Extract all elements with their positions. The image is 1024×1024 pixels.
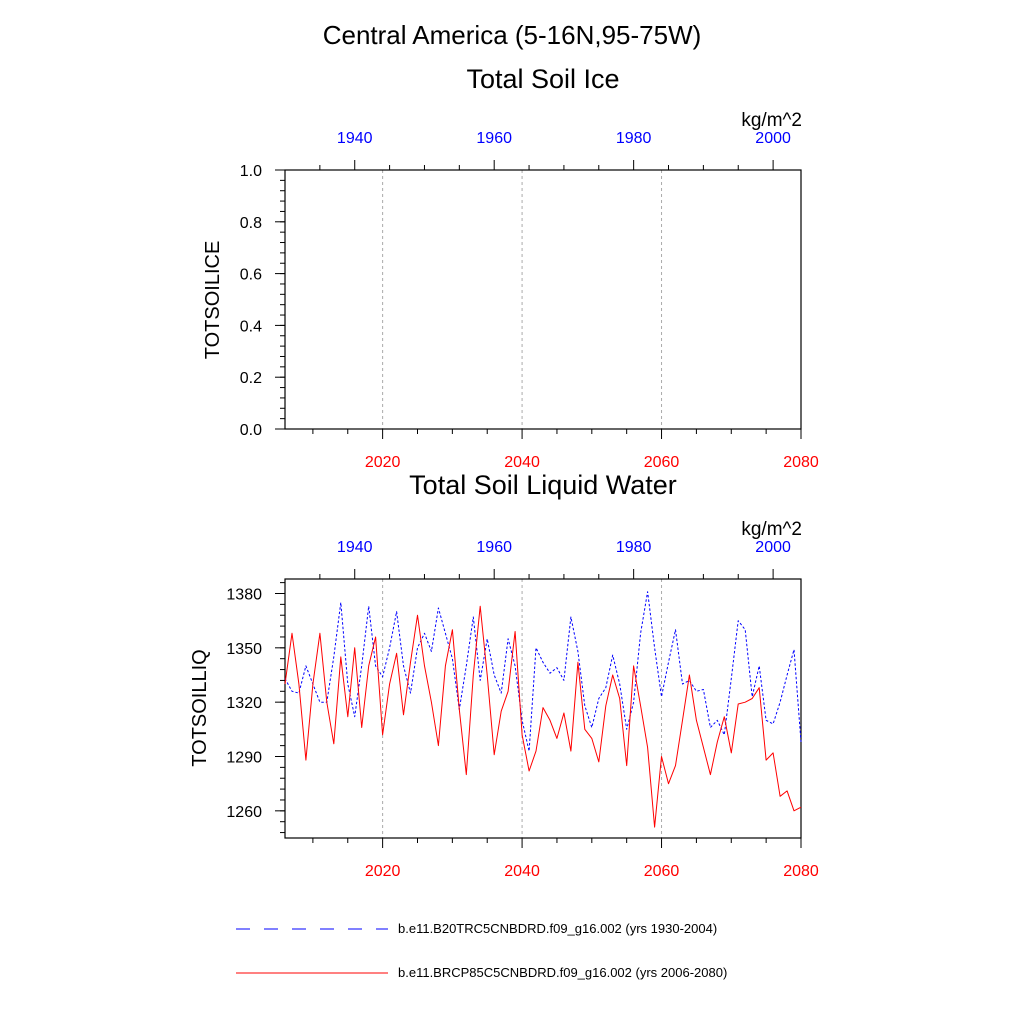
bottom-x-tick-label: 2040: [504, 454, 540, 471]
y-tick-label: 0.6: [240, 267, 262, 284]
y-tick-label: 1260: [226, 804, 262, 821]
y-tick-label: 0.8: [240, 215, 262, 232]
legend-label-future: b.e11.BRCP85C5CNBDRD.f09_g16.002 (yrs 20…: [398, 965, 727, 980]
bottom-x-tick-label: 2060: [644, 863, 680, 880]
y-tick-label: 1350: [226, 641, 262, 658]
units-label: kg/m^2: [741, 519, 802, 540]
panel-title: Total Soil Liquid Water: [409, 470, 677, 500]
y-tick-label: 1320: [226, 695, 262, 712]
bottom-x-tick-label: 2040: [504, 863, 540, 880]
figure-title: Central America (5-16N,95-75W): [323, 20, 702, 50]
bottom-x-tick-label: 2080: [783, 454, 819, 471]
y-axis-label: TOTSOILICE: [202, 241, 224, 360]
top-x-tick-label: 1940: [337, 130, 373, 147]
panel-title: Total Soil Ice: [466, 64, 619, 94]
top-x-tick-label: 2000: [755, 130, 791, 147]
legend: b.e11.B20TRC5CNBDRD.f09_g16.002 (yrs 193…: [236, 921, 727, 980]
panel-soil-ice: Total Soil Ice kg/m^2 TOTSOILICE 0.0 0.2 0…: [202, 64, 819, 471]
bottom-x-tick-label: 2060: [644, 454, 680, 471]
bottom-x-tick-label: 2080: [783, 863, 819, 880]
top-x-tick-label: 1980: [616, 539, 652, 556]
y-tick-label: 0.0: [240, 422, 262, 439]
y-tick-label: 0.4: [240, 318, 262, 335]
plot-frame: [284, 169, 802, 430]
top-x-tick-label: 1960: [476, 130, 512, 147]
plot-frame: [284, 578, 802, 839]
series-line-historical: [284, 591, 802, 752]
y-tick-label: 1.0: [240, 163, 262, 180]
top-x-tick-label: 1960: [476, 539, 512, 556]
top-x-tick-label: 2000: [755, 539, 791, 556]
series-line-future: [284, 605, 802, 828]
y-tick-label: 0.2: [240, 370, 262, 387]
panel-soil-liquid-water: Total Soil Liquid Water kg/m^2 TOTSOILLI…: [189, 470, 819, 880]
bottom-x-tick-label: 2020: [365, 454, 401, 471]
top-x-tick-label: 1980: [616, 130, 652, 147]
top-x-tick-label: 1940: [337, 539, 373, 556]
y-tick-label: 1290: [226, 749, 262, 766]
y-axis-label: TOTSOILLIQ: [189, 649, 211, 766]
legend-label-historical: b.e11.B20TRC5CNBDRD.f09_g16.002 (yrs 193…: [398, 921, 717, 936]
bottom-x-tick-label: 2020: [365, 863, 401, 880]
units-label: kg/m^2: [741, 110, 802, 131]
y-tick-label: 1380: [226, 586, 262, 603]
